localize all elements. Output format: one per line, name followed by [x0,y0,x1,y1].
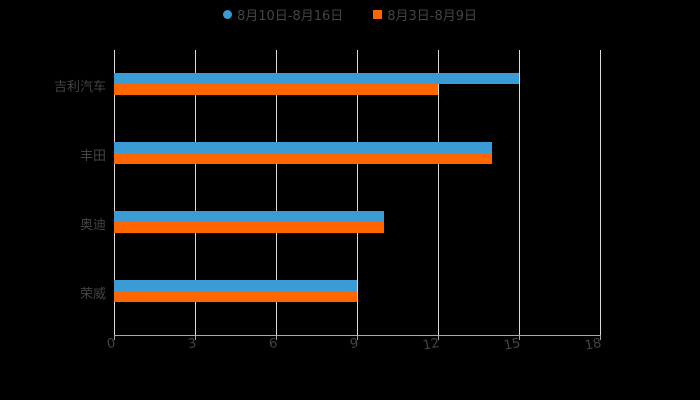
bar-series-a[interactable] [114,211,384,222]
chart-legend: 8月10日-8月16日 8月3日-8月9日 [0,4,700,24]
gridline [600,50,601,335]
x-tick-label: 18 [583,336,603,354]
x-tick-label: 9 [348,336,360,353]
gridline [357,50,358,335]
gridline [438,50,439,335]
x-tick-label: 12 [421,336,441,354]
x-tick [519,335,520,340]
x-tick [195,335,196,340]
legend-swatch-blue-icon [222,9,232,19]
x-tick [357,335,358,340]
gridline [114,50,115,335]
gridline [519,50,520,335]
category-label: 奥迪 [79,218,106,233]
legend-swatch-orange-icon [373,9,383,19]
category-label: 丰田 [79,149,106,164]
legend-label-series-a: 8月10日-8月16日 [236,8,344,24]
x-tick [600,335,601,340]
x-tick-label: 0 [105,336,117,353]
legend-item-series-b[interactable]: 8月3日-8月9日 [373,5,477,24]
bar-series-a[interactable] [114,73,519,84]
bar-series-b[interactable] [114,291,357,302]
bar-series-b[interactable] [114,84,438,95]
x-tick-label: 15 [502,336,522,354]
x-tick-label: 6 [267,336,279,353]
legend-label-series-b: 8月3日-8月9日 [387,8,478,24]
x-tick [438,335,439,340]
bar-series-a[interactable] [114,280,357,291]
gridline [276,50,277,335]
category-label: 吉利汽车 [53,80,106,95]
x-tick [276,335,277,340]
x-tick [114,335,115,340]
legend-item-series-a[interactable]: 8月10日-8月16日 [222,5,344,24]
category-label: 荣威 [79,287,106,302]
x-tick-label: 3 [186,336,198,353]
bar-series-a[interactable] [114,142,492,153]
bar-series-b[interactable] [114,153,492,164]
bar-series-b[interactable] [114,222,384,233]
gridline [195,50,196,335]
